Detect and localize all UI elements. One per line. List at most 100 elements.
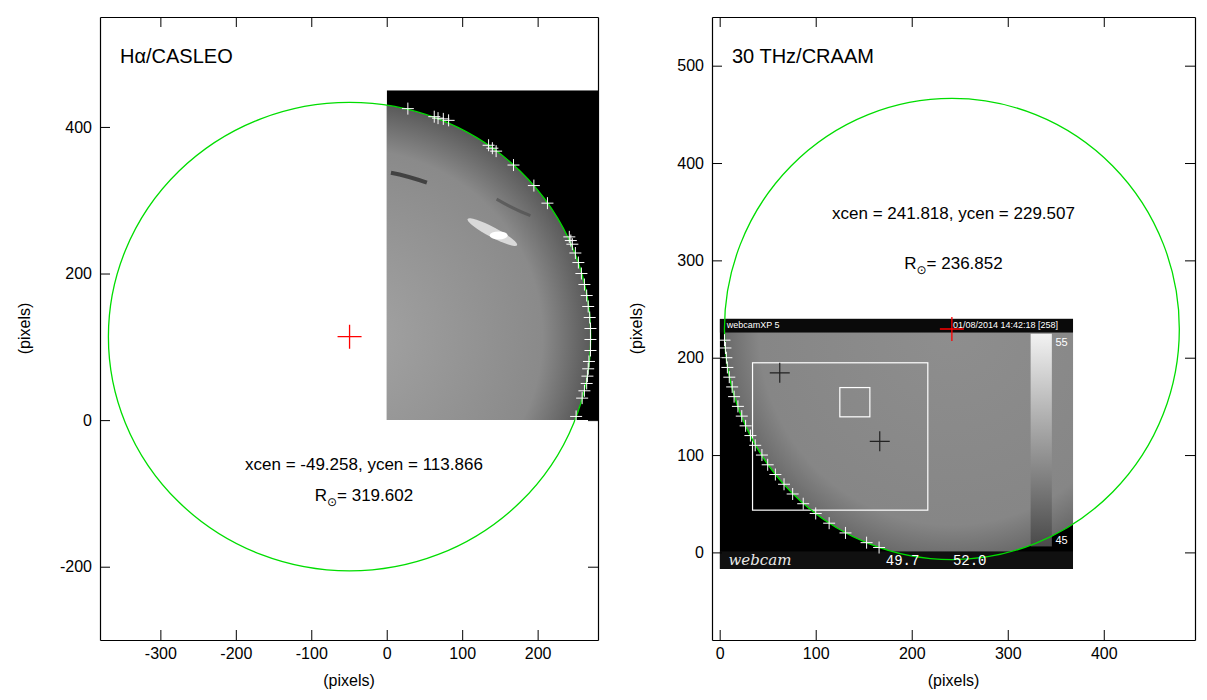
tick-label: 100 [677, 447, 704, 464]
tick-label: 400 [677, 155, 704, 172]
tick-label: 200 [899, 645, 926, 662]
tick: 200 [65, 265, 110, 282]
tick-label: 0 [383, 645, 392, 662]
tick-label: -200 [60, 558, 92, 575]
tick-mark [816, 17, 817, 27]
limb-point [570, 410, 582, 422]
axis-line [101, 17, 599, 18]
tick-mark [100, 420, 110, 421]
fit-annotation: xcen = 241.818, ycen = 229.507 [832, 204, 1075, 223]
image-box [753, 363, 928, 510]
tick [236, 17, 237, 27]
limb-point [490, 145, 502, 157]
tick-mark [712, 163, 722, 164]
y-axis-title: (pixels) [16, 303, 33, 355]
limb-point [823, 517, 835, 529]
tick: 200 [899, 630, 926, 662]
image-box [840, 388, 870, 417]
x-axis-top [101, 17, 599, 27]
limb-point [873, 542, 885, 554]
filament [497, 199, 531, 215]
tick-mark [387, 630, 388, 640]
axis-line [713, 640, 1196, 641]
tick-mark [160, 17, 161, 27]
radius-symbol: R [315, 486, 327, 505]
tick [1185, 358, 1195, 359]
flare [490, 231, 508, 239]
image-cross [870, 431, 890, 451]
tick-label: 300 [677, 252, 704, 269]
tick-mark [712, 552, 722, 553]
tick [1185, 163, 1195, 164]
tick-mark [1104, 630, 1105, 640]
tick: 0 [695, 544, 722, 561]
limb-point [839, 527, 851, 539]
tick-label: -100 [296, 645, 328, 662]
solar-disk [724, 319, 1073, 560]
axis-line [712, 18, 713, 641]
limb-point [797, 498, 809, 510]
limb-point [576, 392, 588, 404]
y-axis: 0100200300400500 [677, 18, 722, 641]
limb-point [810, 507, 822, 519]
tick-mark [538, 630, 539, 640]
tick: 0 [383, 630, 392, 662]
tick-mark [100, 127, 110, 128]
tick-mark [712, 66, 722, 67]
tick-label: 100 [449, 645, 476, 662]
limb-point [584, 333, 596, 345]
tick: 500 [677, 57, 722, 74]
tick-mark [462, 17, 463, 27]
axis-line [100, 18, 101, 641]
limb-point [584, 344, 596, 356]
image-text: webcamXP 5 [726, 320, 780, 330]
fit-circle [108, 102, 590, 570]
radius-symbol: R [904, 254, 916, 273]
tick [311, 17, 312, 27]
tick: 400 [65, 119, 110, 136]
limb-point [566, 238, 578, 250]
image-header [720, 319, 1073, 333]
tick: 300 [677, 252, 722, 269]
tick: 400 [677, 155, 722, 172]
limb-point [581, 370, 593, 382]
radius-label: R⊙= 236.852 [904, 254, 1002, 277]
tick [1185, 66, 1195, 67]
tick-mark [816, 630, 817, 640]
limb-point [718, 334, 730, 346]
solar-disk [387, 102, 591, 420]
y-axis-title: (pixels) [628, 303, 645, 355]
tick-mark [311, 630, 312, 640]
limb-point [528, 180, 540, 192]
tick-mark [912, 630, 913, 640]
tick-mark [712, 358, 722, 359]
colorbar [1031, 334, 1052, 547]
tick-mark [538, 17, 539, 27]
flare [465, 215, 519, 250]
tick-label: 0 [83, 412, 92, 429]
limb-point [744, 430, 756, 442]
limb-point [437, 113, 449, 125]
y-axis: -200 0 200 400 [60, 18, 110, 641]
fit-circle [724, 98, 1179, 559]
tick [588, 567, 598, 568]
limb-point [726, 381, 738, 393]
radius-subscript: ⊙ [917, 263, 927, 277]
tick: -100 [296, 630, 328, 662]
tick [588, 420, 598, 421]
limb-point [507, 159, 519, 171]
tick-mark [588, 274, 598, 275]
tick-mark [1104, 17, 1105, 27]
limb-point [582, 363, 594, 375]
limb-point [581, 377, 593, 389]
limb-point [582, 301, 594, 313]
colorbar-label: 45 [1055, 534, 1067, 546]
panel: webcamXP 501/08/2014 14:42:18 [258]webca… [628, 17, 1196, 689]
radius-value: = 236.852 [927, 254, 1003, 273]
tick-mark [588, 567, 598, 568]
x-axis-title: (pixels) [323, 672, 375, 689]
axis-line [598, 18, 599, 641]
tick-label: -300 [145, 645, 177, 662]
tick: -300 [145, 630, 177, 662]
limb-points [718, 334, 885, 553]
